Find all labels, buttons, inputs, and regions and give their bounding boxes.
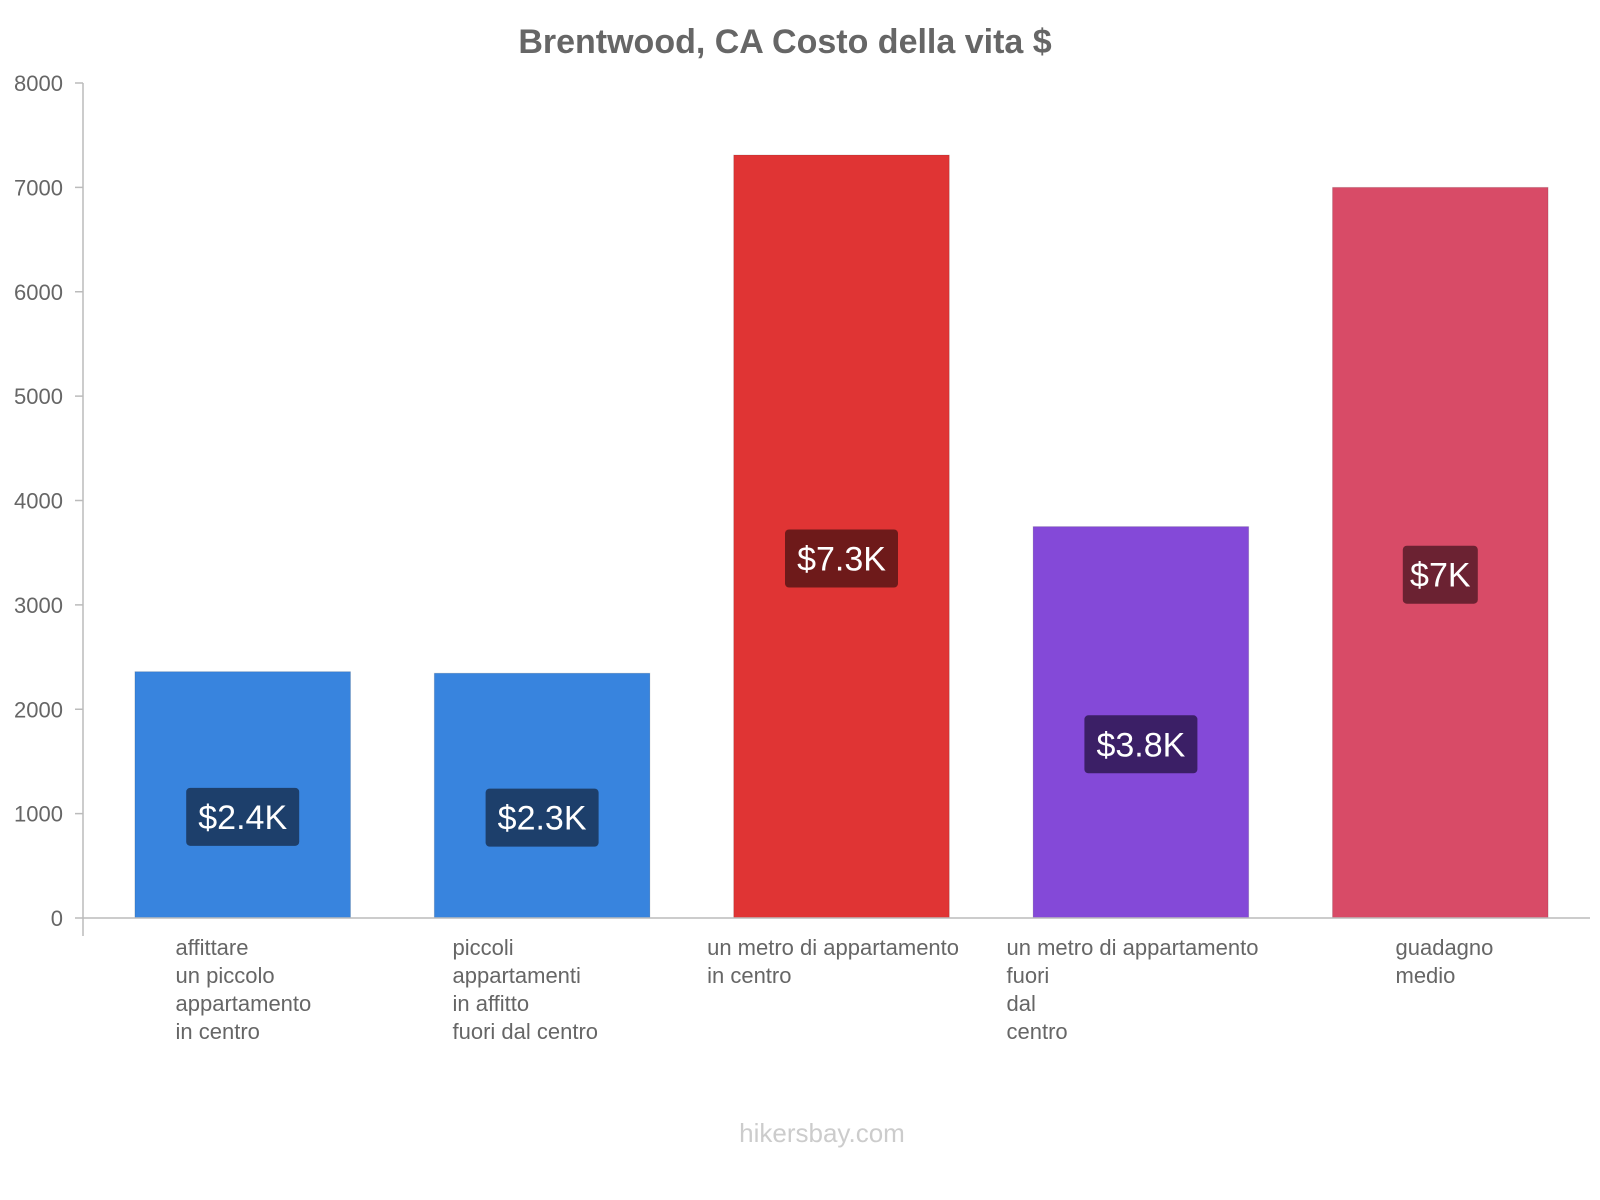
x-category-label-line: appartamento (176, 991, 312, 1016)
y-tick-label: 2000 (14, 697, 63, 722)
data-label: $3.8K (1096, 726, 1185, 764)
x-category-label-line: piccoli (453, 935, 514, 960)
data-label-box (485, 788, 599, 847)
x-category-label-line: in affitto (453, 991, 530, 1016)
x-category-label-line: medio (1396, 963, 1456, 988)
data-label: $7K (1410, 557, 1471, 595)
x-category-label-line: fuori (1007, 963, 1050, 988)
footer-source: hikersbay.com (739, 1118, 905, 1148)
x-category-label-line: un metro di appartamento (707, 935, 959, 960)
y-tick-label: 6000 (14, 280, 63, 305)
x-category-label-line: affittare (176, 935, 249, 960)
y-tick-label: 8000 (14, 71, 63, 96)
y-tick-label: 0 (51, 906, 63, 931)
data-label-box (785, 529, 898, 588)
x-category-label-line: appartamenti (453, 963, 581, 988)
x-category-label-line: guadagno (1396, 935, 1494, 960)
data-label: $7.3K (797, 541, 886, 579)
x-category-label-line: un piccolo (176, 963, 275, 988)
y-axis: 0 1000 2000 3000 4000 5000 6000 7000 8000 (14, 71, 84, 936)
bars-group: $2.4K $2.3K $7.3K $3.8K $7K (134, 154, 1549, 919)
data-label-box (1402, 545, 1478, 604)
data-label: $2.3K (498, 800, 587, 838)
x-category-label-line: in centro (707, 963, 791, 988)
y-tick-label: 7000 (14, 175, 63, 200)
data-label-box (186, 787, 300, 846)
x-category-label: affittare un piccolo appartamento in centro (176, 935, 312, 1044)
x-category-label: piccoli appartamenti in affitto fuori dal c… (453, 935, 599, 1044)
y-tick-label: 5000 (14, 384, 63, 409)
x-category-label-line: fuori dal centro (453, 1019, 599, 1044)
x-axis: affittare un piccolo appartamento in centro… (83, 917, 1590, 1044)
x-category-label: un metro di appartamento in centro (707, 935, 959, 988)
x-category-label-line: centro (1007, 1019, 1068, 1044)
y-tick-label: 3000 (14, 593, 63, 618)
y-tick-label: 4000 (14, 489, 63, 514)
x-category-label-line: in centro (176, 1019, 260, 1044)
x-category-label-line: un metro di appartamento (1007, 935, 1259, 960)
x-category-label: guadagno medio (1396, 935, 1494, 988)
data-label: $2.4K (198, 799, 287, 837)
data-label-box (1084, 715, 1198, 774)
x-category-label: un metro di appartamento fuori dal centro (1007, 935, 1259, 1044)
chart-title: Brentwood, CA Costo della vita $ (518, 23, 1051, 61)
x-category-label-line: dal (1007, 991, 1036, 1016)
y-tick-label: 1000 (14, 802, 63, 827)
